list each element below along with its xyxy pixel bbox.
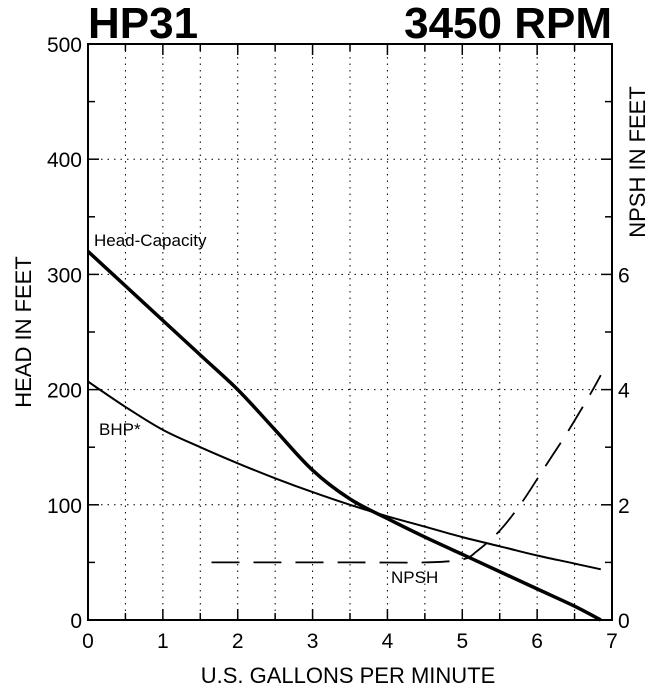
grid-lines [88, 44, 612, 620]
label-npsh: NPSH [391, 568, 438, 587]
y-tick-label: 500 [47, 34, 82, 57]
x-axis-label: U.S. GALLONS PER MINUTE [201, 663, 496, 688]
y-tick-label: 300 [47, 264, 82, 287]
x-tick-label: 7 [606, 630, 618, 653]
y-tick-label: 200 [47, 380, 82, 403]
plot-frame [87, 43, 613, 621]
chart-subtitle: 3450 RPM [404, 0, 612, 48]
x-tick-label: 6 [531, 630, 543, 653]
y2-tick-label: 6 [618, 264, 630, 287]
label-head-capacity: Head-Capacity [94, 231, 207, 250]
x-tick-label: 4 [382, 630, 394, 653]
y2-tick-label: 0 [618, 610, 630, 633]
axis-ticks [87, 43, 613, 621]
series-head-capacity [86, 250, 602, 622]
y2-axis-label: NPSH IN FEET [625, 86, 650, 238]
y2-tick-label: 4 [618, 380, 630, 403]
y-tick-label: 100 [47, 495, 82, 518]
x-tick-label: 1 [157, 630, 169, 653]
x-tick-label: 2 [232, 630, 244, 653]
y2-tick-label: 2 [618, 495, 630, 518]
series-npsh [211, 374, 602, 564]
label-bhp: BHP* [99, 420, 141, 439]
series-bhp [87, 380, 602, 571]
x-tick-label: 0 [82, 630, 94, 653]
y-tick-label: 400 [47, 149, 82, 172]
y-axis-label: HEAD IN FEET [11, 256, 36, 408]
series-group [86, 250, 602, 622]
chart-title: HP31 [88, 0, 198, 48]
x-tick-label: 5 [456, 630, 468, 653]
y-tick-label: 0 [70, 610, 82, 633]
x-tick-label: 3 [307, 630, 319, 653]
